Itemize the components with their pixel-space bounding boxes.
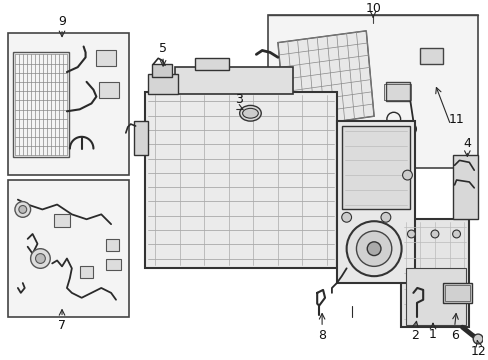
Text: 6: 6	[450, 329, 458, 342]
Text: 3: 3	[234, 93, 242, 106]
Polygon shape	[277, 31, 373, 129]
Bar	[385, 82, 409, 102]
Bar	[133, 121, 148, 156]
Bar	[444, 285, 469, 301]
Bar	[341, 126, 409, 210]
Text: 12: 12	[469, 345, 485, 358]
Text: 7: 7	[58, 319, 66, 332]
Text: 11: 11	[448, 113, 464, 126]
Bar	[13, 53, 69, 157]
Bar	[336, 121, 414, 283]
Bar	[405, 268, 466, 325]
Bar	[80, 266, 93, 278]
Bar	[152, 64, 172, 77]
Circle shape	[346, 221, 401, 276]
Bar	[135, 82, 366, 327]
Bar	[442, 283, 471, 303]
Text: 8: 8	[318, 329, 325, 342]
Bar	[148, 74, 178, 94]
Bar	[106, 258, 121, 270]
Bar	[54, 214, 70, 227]
Circle shape	[19, 206, 27, 213]
Bar	[145, 92, 336, 268]
Circle shape	[472, 334, 482, 344]
Bar	[99, 82, 119, 98]
Circle shape	[430, 230, 438, 238]
Circle shape	[402, 170, 411, 180]
Circle shape	[380, 212, 390, 222]
Bar	[267, 15, 477, 168]
Text: 2: 2	[410, 329, 418, 342]
Text: 1: 1	[428, 328, 436, 341]
Bar	[8, 180, 128, 318]
Bar	[452, 156, 477, 219]
Bar	[8, 33, 128, 175]
Bar	[194, 58, 228, 70]
Bar	[419, 48, 442, 64]
Ellipse shape	[242, 108, 258, 118]
Circle shape	[341, 212, 351, 222]
Circle shape	[356, 231, 391, 266]
Circle shape	[31, 249, 50, 268]
Text: 10: 10	[365, 2, 380, 15]
Text: 4: 4	[463, 137, 470, 150]
Circle shape	[407, 230, 414, 238]
Bar	[383, 84, 410, 99]
Circle shape	[366, 242, 380, 256]
Bar	[175, 67, 292, 94]
Bar	[96, 50, 116, 66]
Text: 5: 5	[159, 42, 167, 55]
Circle shape	[15, 202, 31, 217]
Text: 9: 9	[58, 14, 66, 27]
Circle shape	[36, 253, 45, 264]
Bar	[106, 239, 119, 251]
Circle shape	[452, 230, 460, 238]
Ellipse shape	[239, 105, 261, 121]
Bar	[400, 219, 468, 327]
